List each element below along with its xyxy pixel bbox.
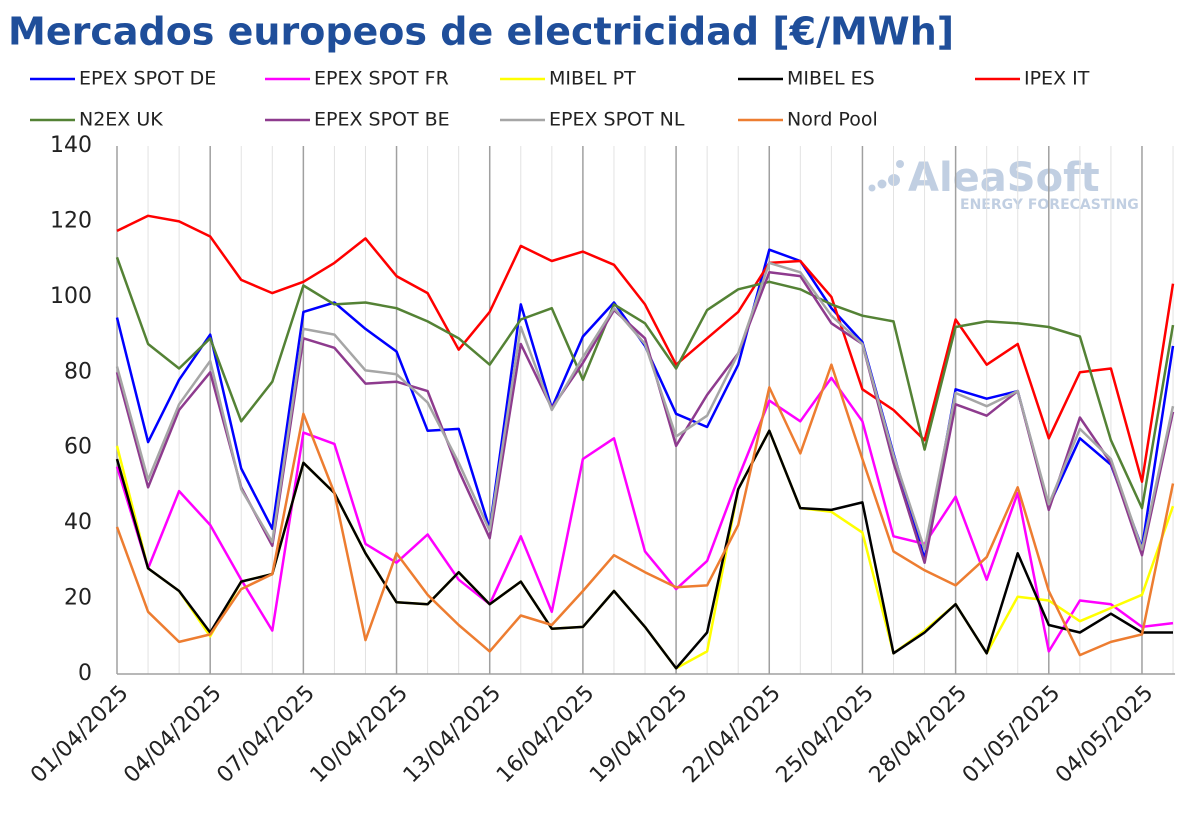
- legend-label: EPEX SPOT FR: [314, 68, 449, 90]
- x-tick-label: 10/04/2025: [306, 681, 413, 788]
- legend-label: MIBEL PT: [549, 68, 636, 90]
- x-tick-label: 07/04/2025: [212, 681, 319, 788]
- y-tick-label: 60: [64, 435, 92, 460]
- x-tick-label: 04/04/2025: [119, 681, 226, 788]
- watermark-dot: [877, 179, 887, 189]
- legend-label: N2EX UK: [79, 109, 163, 131]
- y-tick-label: 140: [50, 133, 92, 158]
- series-line: [115, 363, 1175, 657]
- y-tick-label: 120: [50, 208, 92, 233]
- x-tick-label: 25/04/2025: [772, 681, 879, 788]
- watermark-dot: [896, 160, 904, 168]
- y-tick-label: 40: [64, 510, 92, 535]
- x-tick-label: 28/04/2025: [865, 681, 972, 788]
- x-tick-label: 22/04/2025: [678, 681, 785, 788]
- x-tick-label: 04/05/2025: [1051, 681, 1158, 788]
- legend-label: EPEX SPOT BE: [314, 109, 450, 131]
- x-tick-label: 13/04/2025: [399, 681, 506, 788]
- series-line: [116, 214, 1175, 483]
- legend-label: MIBEL ES: [787, 68, 875, 90]
- x-tick-label: 01/04/2025: [26, 681, 133, 788]
- watermark-name: AleaSoft: [908, 155, 1100, 201]
- x-tick-label: 16/04/2025: [492, 681, 599, 788]
- legend-label: EPEX SPOT NL: [549, 109, 685, 131]
- chart-title: Mercados europeos de electricidad [€/MWh…: [8, 10, 954, 54]
- y-tick-label: 0: [78, 661, 92, 686]
- legend-label: EPEX SPOT DE: [79, 68, 216, 90]
- series-line: [115, 429, 1173, 670]
- watermark: AleaSoft ENERGY FORECASTING: [868, 155, 1139, 213]
- legend-label: Nord Pool: [787, 109, 878, 131]
- watermark-dot: [868, 184, 876, 192]
- y-tick-label: 80: [64, 359, 92, 384]
- y-tick-label: 20: [64, 586, 92, 611]
- legend-label: IPEX IT: [1024, 68, 1090, 90]
- series-line: [115, 261, 1175, 551]
- x-tick-label: 19/04/2025: [585, 681, 692, 788]
- y-tick-label: 100: [50, 284, 92, 309]
- x-tick-label: 01/05/2025: [958, 681, 1065, 788]
- series-line: [115, 256, 1175, 510]
